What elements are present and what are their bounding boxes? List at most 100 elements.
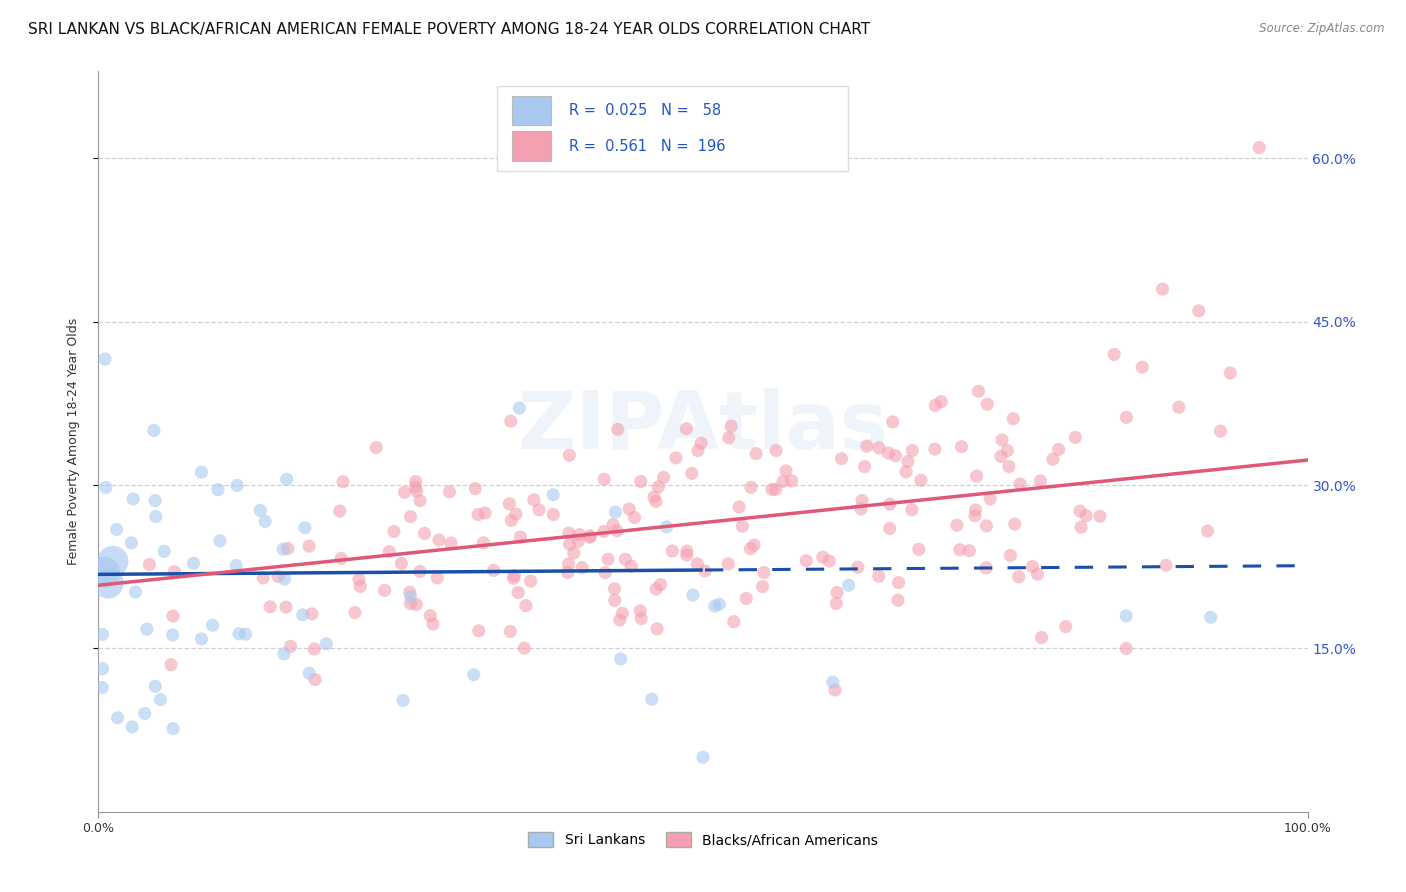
Point: [558, 448, 581, 462]
Point: [1010, 477, 1032, 491]
Point: [825, 585, 848, 599]
Point: [143, 679, 166, 693]
Point: [91, 627, 114, 641]
Point: [910, 473, 932, 487]
Point: [619, 502, 641, 516]
Point: [887, 575, 910, 590]
Point: [1002, 411, 1025, 425]
Point: [901, 502, 924, 516]
Point: [690, 436, 713, 450]
Point: [675, 548, 697, 562]
Point: [811, 550, 834, 565]
Point: [541, 508, 564, 522]
Point: [389, 557, 412, 571]
Point: [91, 681, 114, 695]
Point: [280, 640, 302, 654]
Point: [1219, 366, 1241, 380]
Point: [138, 558, 160, 572]
Point: [686, 557, 709, 571]
Point: [330, 551, 353, 566]
Point: [740, 480, 762, 494]
Point: [1008, 570, 1031, 584]
Point: [259, 599, 281, 614]
Point: [1076, 508, 1098, 523]
Point: [509, 530, 531, 544]
Point: [162, 609, 184, 624]
Point: [208, 533, 231, 548]
Point: [1088, 509, 1111, 524]
Point: [596, 552, 619, 566]
Text: ZIPAtlas: ZIPAtlas: [517, 388, 889, 466]
Point: [990, 450, 1012, 464]
Point: [301, 607, 323, 621]
Point: [612, 606, 634, 620]
Point: [641, 692, 664, 706]
Point: [794, 554, 817, 568]
Point: [482, 563, 505, 577]
Point: [440, 536, 463, 550]
Point: [879, 497, 901, 511]
Point: [593, 472, 616, 486]
Point: [347, 573, 370, 587]
Point: [349, 579, 371, 593]
Point: [1167, 400, 1189, 414]
Point: [183, 557, 205, 571]
Point: [277, 541, 299, 556]
Point: [745, 447, 768, 461]
Point: [149, 692, 172, 706]
Point: [1115, 608, 1137, 623]
Point: [467, 624, 489, 638]
Point: [821, 675, 844, 690]
Point: [851, 493, 873, 508]
Point: [720, 419, 742, 434]
Point: [628, 604, 651, 618]
Point: [853, 459, 876, 474]
Legend: Sri Lankans, Blacks/African Americans: Sri Lankans, Blacks/African Americans: [523, 827, 883, 853]
Point: [162, 722, 184, 736]
Point: [966, 469, 988, 483]
Point: [273, 572, 295, 586]
Point: [124, 585, 146, 599]
Point: [271, 542, 294, 557]
Point: [94, 480, 117, 494]
Point: [374, 583, 396, 598]
Y-axis label: Female Poverty Among 18-24 Year Olds: Female Poverty Among 18-24 Year Olds: [67, 318, 80, 566]
Point: [623, 510, 645, 524]
Text: R =  0.025   N =   58: R = 0.025 N = 58: [569, 103, 721, 118]
Point: [398, 585, 420, 599]
Point: [143, 493, 166, 508]
Point: [405, 484, 427, 499]
Point: [824, 683, 846, 698]
Point: [717, 557, 740, 571]
Point: [298, 539, 321, 553]
Point: [692, 750, 714, 764]
Point: [645, 582, 668, 596]
Point: [731, 519, 754, 533]
Point: [267, 569, 290, 583]
Point: [894, 465, 917, 479]
Point: [751, 580, 773, 594]
Point: [1000, 549, 1022, 563]
Point: [579, 529, 602, 543]
Point: [427, 533, 450, 547]
Point: [472, 536, 495, 550]
Point: [135, 622, 157, 636]
Point: [366, 441, 388, 455]
Point: [676, 544, 699, 558]
Point: [735, 591, 758, 606]
Point: [190, 632, 212, 646]
Point: [825, 597, 848, 611]
Point: [190, 465, 212, 479]
Point: [1130, 360, 1153, 375]
Point: [1070, 520, 1092, 534]
Point: [499, 414, 522, 428]
Point: [1209, 424, 1232, 438]
Point: [868, 569, 890, 583]
Point: [846, 560, 869, 574]
Point: [252, 571, 274, 585]
Point: [1115, 641, 1137, 656]
Point: [562, 546, 585, 560]
Point: [153, 544, 176, 558]
Point: [686, 443, 709, 458]
Point: [107, 711, 129, 725]
